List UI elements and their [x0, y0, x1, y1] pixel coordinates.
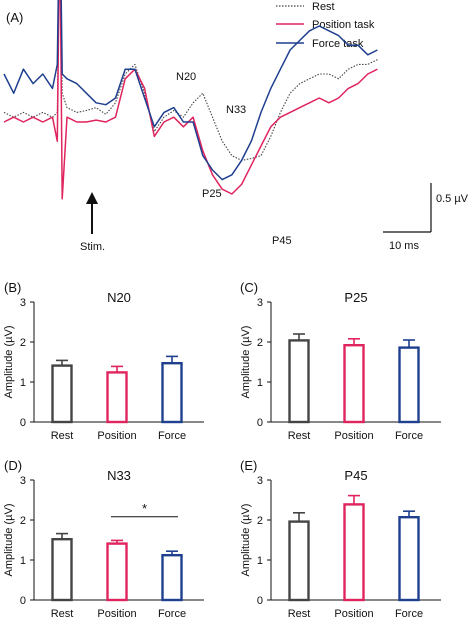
panel-label: (E): [240, 458, 257, 473]
y-tick-label: 3: [20, 297, 26, 309]
waveform-position: [3, 0, 378, 200]
bar-rest: [288, 339, 310, 424]
y-tick-label: 0: [257, 595, 263, 607]
bar-chart-n20: (B) N20 Amplitude (µV) 0 1 2 3 Rest Position Forc…: [3, 280, 204, 442]
category-label-force: Force: [158, 608, 186, 619]
bar-rest: [288, 520, 310, 602]
y-axis-label: Amplitude (µV): [240, 504, 252, 577]
y-tick-label: 2: [20, 337, 26, 349]
y-tick-label: 1: [257, 377, 263, 389]
peak-label-p45: P45: [272, 235, 292, 247]
y-axis-label: Amplitude (µV): [3, 326, 15, 399]
bar-rest: [51, 538, 73, 602]
y-tick-label: 0: [20, 417, 26, 429]
legend-force-label: Force task: [312, 38, 364, 50]
bar-chart-p25: (C) P25 Amplitude (µV) 0 1 2 3 Rest Position Forc…: [240, 280, 441, 442]
bar-rest: [51, 364, 73, 424]
bar-chart-n33: (D) N33 Amplitude (µV) 0 1 2 3 Rest Position Forc…: [3, 458, 204, 619]
y-axis-label: Amplitude (µV): [240, 326, 252, 399]
category-label-rest: Rest: [51, 430, 74, 442]
significance-star: *: [142, 501, 147, 516]
y-tick-label: 2: [20, 515, 26, 527]
bar-force: [398, 516, 420, 602]
chart-title: P25: [344, 290, 367, 305]
panel-label: (C): [240, 280, 258, 295]
y-axis-label: Amplitude (µV): [3, 504, 15, 577]
peak-label-n33: N33: [226, 104, 246, 116]
legend-position-label: Position task: [312, 19, 375, 31]
category-label-position: Position: [97, 430, 136, 442]
chart-title: P45: [344, 468, 367, 483]
y-tick-label: 3: [20, 475, 26, 487]
panel-label: (D): [4, 458, 22, 473]
bar-position: [343, 344, 365, 424]
category-label-force: Force: [395, 608, 423, 619]
category-label-position: Position: [334, 608, 373, 619]
y-tick-label: 2: [257, 337, 263, 349]
waveform-force: [3, 0, 378, 181]
peak-label-n20: N20: [176, 71, 196, 83]
y-tick-label: 3: [257, 297, 263, 309]
category-label-force: Force: [158, 430, 186, 442]
bar-position: [106, 371, 128, 424]
bar-force: [398, 346, 420, 424]
legend: Rest Position task Force task: [276, 1, 375, 50]
stim-label: Stim.: [80, 241, 105, 253]
panel-a-label: (A): [6, 10, 23, 25]
bar-chart-p45: (E) P45 Amplitude (µV) 0 1 2 3 Rest Position Forc…: [240, 458, 441, 619]
legend-rest-label: Rest: [312, 1, 335, 13]
scale-time-label: 10 ms: [389, 240, 419, 252]
category-label-force: Force: [395, 430, 423, 442]
bar-position: [343, 503, 365, 602]
bar-force: [161, 554, 183, 602]
y-tick-label: 0: [20, 595, 26, 607]
chart-title: N33: [107, 468, 131, 483]
category-label-position: Position: [334, 430, 373, 442]
stim-arrow-icon: [86, 192, 98, 234]
peak-label-p25: P25: [202, 188, 222, 200]
category-label-position: Position: [97, 608, 136, 619]
waveforms: [3, 0, 378, 200]
y-tick-label: 2: [257, 515, 263, 527]
category-label-rest: Rest: [51, 608, 74, 619]
y-tick-label: 3: [257, 475, 263, 487]
panel-label: (B): [4, 280, 21, 295]
chart-title: N20: [107, 290, 131, 305]
bar-force: [161, 362, 183, 424]
y-tick-label: 1: [20, 555, 26, 567]
category-label-rest: Rest: [288, 430, 311, 442]
bar-panels: (B) N20 Amplitude (µV) 0 1 2 3 Rest Position Forc…: [3, 280, 441, 619]
y-tick-label: 0: [257, 417, 263, 429]
bar-position: [106, 542, 128, 602]
y-tick-label: 1: [257, 555, 263, 567]
y-tick-label: 1: [20, 377, 26, 389]
category-label-rest: Rest: [288, 608, 311, 619]
scale-amplitude-label: 0.5 µV: [436, 193, 469, 205]
